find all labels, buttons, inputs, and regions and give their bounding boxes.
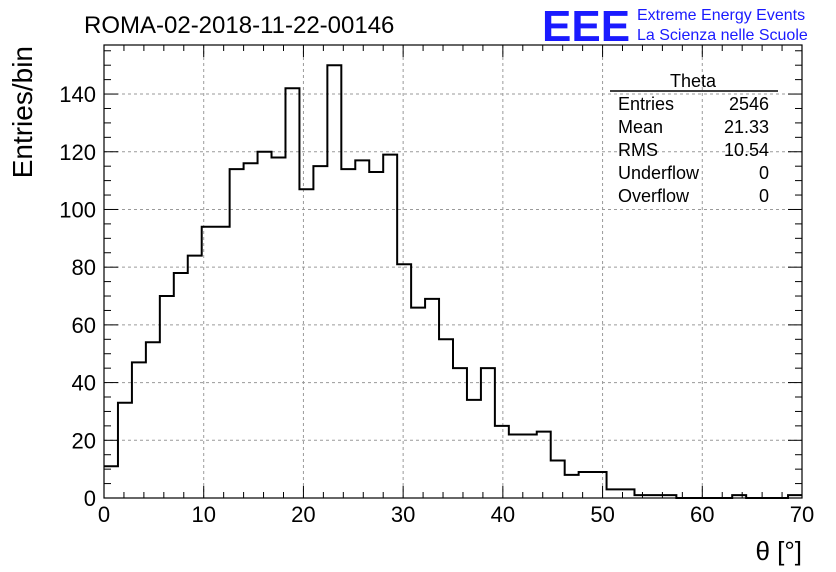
histogram-bin (146, 342, 160, 498)
histogram-bin (341, 169, 355, 498)
histogram-bin (481, 368, 495, 498)
stats-rows: Entries 2546 Mean 21.33 RMS 10.54 Underflow 0 Ov… (618, 94, 769, 206)
histogram-bin (369, 172, 383, 498)
y-tick-label: 120 (59, 140, 96, 165)
histogram-bin (313, 166, 327, 498)
y-tick-label: 40 (72, 371, 96, 396)
x-tick-label: 60 (690, 502, 714, 527)
histogram-bin (202, 227, 216, 498)
grid (104, 45, 802, 498)
histogram-bin (397, 264, 411, 498)
histogram-bin (216, 227, 230, 498)
histogram-bin (453, 368, 467, 498)
y-tick-label: 140 (59, 82, 96, 107)
histogram-bin (272, 158, 286, 498)
histogram-bin (285, 88, 299, 498)
histogram-bars (104, 65, 802, 498)
histogram-bin (579, 472, 593, 498)
histogram-bin (439, 339, 453, 498)
stats-row-value: 2546 (729, 94, 769, 114)
y-tick-label: 60 (72, 313, 96, 338)
stats-row-label: Mean (618, 117, 663, 137)
histogram-bin (523, 435, 537, 498)
histogram-bin (565, 475, 579, 498)
histogram-bin (174, 273, 188, 498)
stats-row-value: 0 (759, 163, 769, 183)
stats-box-title: Theta (670, 71, 717, 91)
histogram-bin (467, 400, 481, 498)
histogram-bin (104, 466, 118, 498)
x-tick-label: 70 (790, 502, 814, 527)
x-tick-label: 10 (191, 502, 215, 527)
x-tick-label: 20 (291, 502, 315, 527)
histogram-bin (258, 152, 272, 498)
stats-row-label: Overflow (618, 186, 690, 206)
x-tick-label: 30 (391, 502, 415, 527)
histogram-bin (509, 435, 523, 498)
y-tick-label: 100 (59, 197, 96, 222)
histogram-bin (411, 308, 425, 498)
histogram-bin (607, 489, 621, 498)
eee-logo-line2: La Scienza nelle Scuole (637, 27, 808, 44)
histogram-bin (593, 472, 607, 498)
x-tick-label: 40 (491, 502, 515, 527)
histogram-bin (383, 155, 397, 498)
stats-row-value: 10.54 (724, 140, 769, 160)
stats-box: Theta Entries 2546 Mean 21.33 RMS 10.54 Underf… (610, 71, 778, 206)
axis-ticks (103, 45, 803, 499)
histogram-bin (244, 163, 258, 498)
histogram-bin (299, 189, 313, 498)
tick-labels: 0 10 20 30 40 50 60 70 0 20 40 60 80 100 120 140 (59, 82, 814, 527)
stats-row-label: Entries (618, 94, 674, 114)
y-tick-label: 80 (72, 255, 96, 280)
histogram-bin (188, 256, 202, 498)
histogram-bin (537, 432, 551, 498)
histogram-bin (160, 296, 174, 498)
eee-logo: EEE Extreme Energy Events La Scienza nel… (542, 2, 808, 51)
histogram-bin (327, 65, 341, 498)
histogram-outline (104, 64, 802, 499)
chart-title: ROMA-02-2018-11-22-00146 (84, 12, 394, 39)
histogram-bin (132, 362, 146, 498)
plot-frame (103, 44, 803, 499)
stats-row-value: 0 (759, 186, 769, 206)
stats-row-value: 21.33 (724, 117, 769, 137)
histogram-bin (230, 169, 244, 498)
stats-row-label: RMS (618, 140, 658, 160)
x-tick-label: 50 (590, 502, 614, 527)
histogram-bin (118, 403, 132, 498)
x-axis-label: θ [°] (755, 536, 802, 566)
y-axis-label: Entries/bin (7, 46, 38, 178)
histogram-bin (425, 299, 439, 498)
x-tick-label: 0 (98, 502, 110, 527)
y-tick-label: 20 (72, 428, 96, 453)
histogram-bin (495, 426, 509, 498)
y-tick-label: 0 (84, 486, 96, 511)
eee-logo-line1: Extreme Energy Events (637, 7, 805, 24)
stats-row-label: Underflow (618, 163, 700, 183)
eee-logo-mark: EEE (542, 2, 630, 51)
histogram-bin (355, 160, 369, 498)
